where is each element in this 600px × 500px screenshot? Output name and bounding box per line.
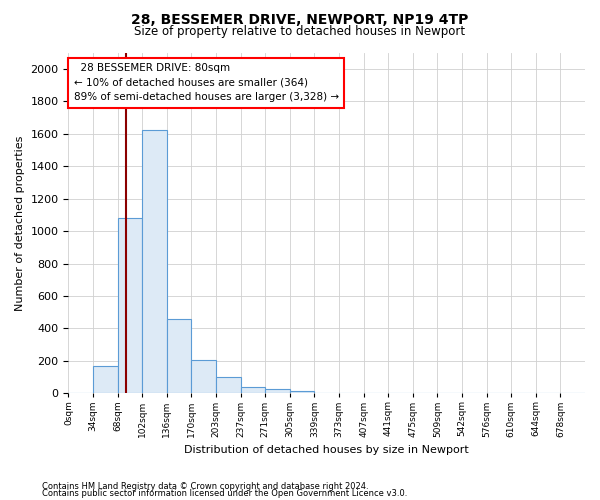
Bar <box>216 377 241 394</box>
Bar <box>118 218 142 394</box>
Text: 28, BESSEMER DRIVE, NEWPORT, NP19 4TP: 28, BESSEMER DRIVE, NEWPORT, NP19 4TP <box>131 12 469 26</box>
Bar <box>265 390 290 394</box>
Text: Contains HM Land Registry data © Crown copyright and database right 2024.: Contains HM Land Registry data © Crown c… <box>42 482 368 491</box>
Bar <box>142 130 167 394</box>
Y-axis label: Number of detached properties: Number of detached properties <box>15 135 25 310</box>
X-axis label: Distribution of detached houses by size in Newport: Distribution of detached houses by size … <box>184 445 469 455</box>
Text: 28 BESSEMER DRIVE: 80sqm
← 10% of detached houses are smaller (364)
89% of semi-: 28 BESSEMER DRIVE: 80sqm ← 10% of detach… <box>74 62 338 102</box>
Bar <box>241 387 265 394</box>
Bar <box>93 366 118 394</box>
Text: Contains public sector information licensed under the Open Government Licence v3: Contains public sector information licen… <box>42 490 407 498</box>
Text: Size of property relative to detached houses in Newport: Size of property relative to detached ho… <box>134 25 466 38</box>
Bar <box>314 392 339 394</box>
Bar <box>290 391 314 394</box>
Bar <box>191 360 216 394</box>
Bar <box>167 318 191 394</box>
